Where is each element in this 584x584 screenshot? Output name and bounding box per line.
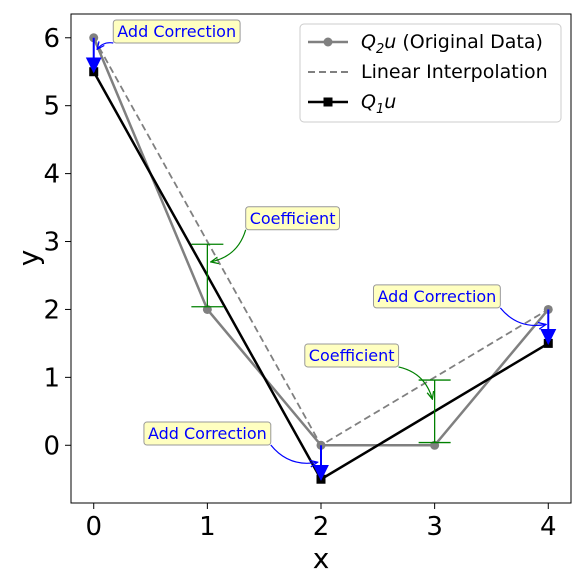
annotation-3: Coefficient [304,343,433,399]
legend-label-original: Q2u (Original Data) [361,31,543,57]
annotation-box-1 [245,206,340,231]
annotation-arrow-0 [97,43,114,50]
annotation-box-3 [304,343,400,368]
annotation-text-4: Add Correction [148,424,267,443]
y-tick-label-1: 1 [43,363,60,393]
annotations-group: Add Correction Coefficient Add Correction C… [97,19,546,463]
y-tick-label-4: 4 [43,160,60,190]
annotation-box-0 [112,19,241,44]
y-tick-label-2: 2 [43,295,60,325]
y-axis-label: y [12,250,45,267]
annotation-1: Coefficient [211,206,340,262]
annotation-0: Add Correction [97,19,241,50]
annotation-text-1: Coefficient [250,209,336,228]
series-line-2 [92,71,549,481]
correction-coefficient-group [85,37,557,481]
annotation-box-4 [143,421,272,446]
y-tick-label-0: 0 [43,431,60,461]
y-tick-label-5: 5 [43,92,60,122]
coefficient-bar-1 [418,379,451,444]
annotation-arrow-3 [398,366,433,399]
x-tick-label-2: 2 [313,512,330,542]
y-tick-label-3: 3 [43,228,60,258]
x-tick-label-4: 4 [540,512,557,542]
annotation-arrow-1 [211,229,247,262]
legend-label-q1: Q1u [361,91,396,117]
annotation-text-0: Add Correction [117,22,236,41]
coefficient-bar-0 [191,243,224,308]
annotation-4: Add Correction [143,421,318,463]
legend-marker-original [323,37,333,47]
axis-ticks: 0 1 2 3 4 0 1 2 3 4 5 6 [43,24,556,542]
y-tick-label-6: 6 [43,24,60,54]
legend: Q2u (Original Data) Linear Interpolation… [299,23,562,123]
annotation-box-2 [372,284,501,309]
legend-label-interp: Linear Interpolation [361,61,548,83]
annotation-arrow-2 [499,307,546,326]
annotation-text-3: Coefficient [309,346,395,365]
x-tick-label-0: 0 [85,512,102,542]
x-axis-label: x [313,542,330,575]
annotation-arrow-4 [270,444,318,463]
x-tick-label-3: 3 [426,512,443,542]
x-tick-label-1: 1 [199,512,216,542]
annotation-text-2: Add Correction [377,287,496,306]
legend-marker-q1 [323,97,333,107]
annotation-2: Add Correction [372,284,546,326]
legend-box [299,23,562,123]
